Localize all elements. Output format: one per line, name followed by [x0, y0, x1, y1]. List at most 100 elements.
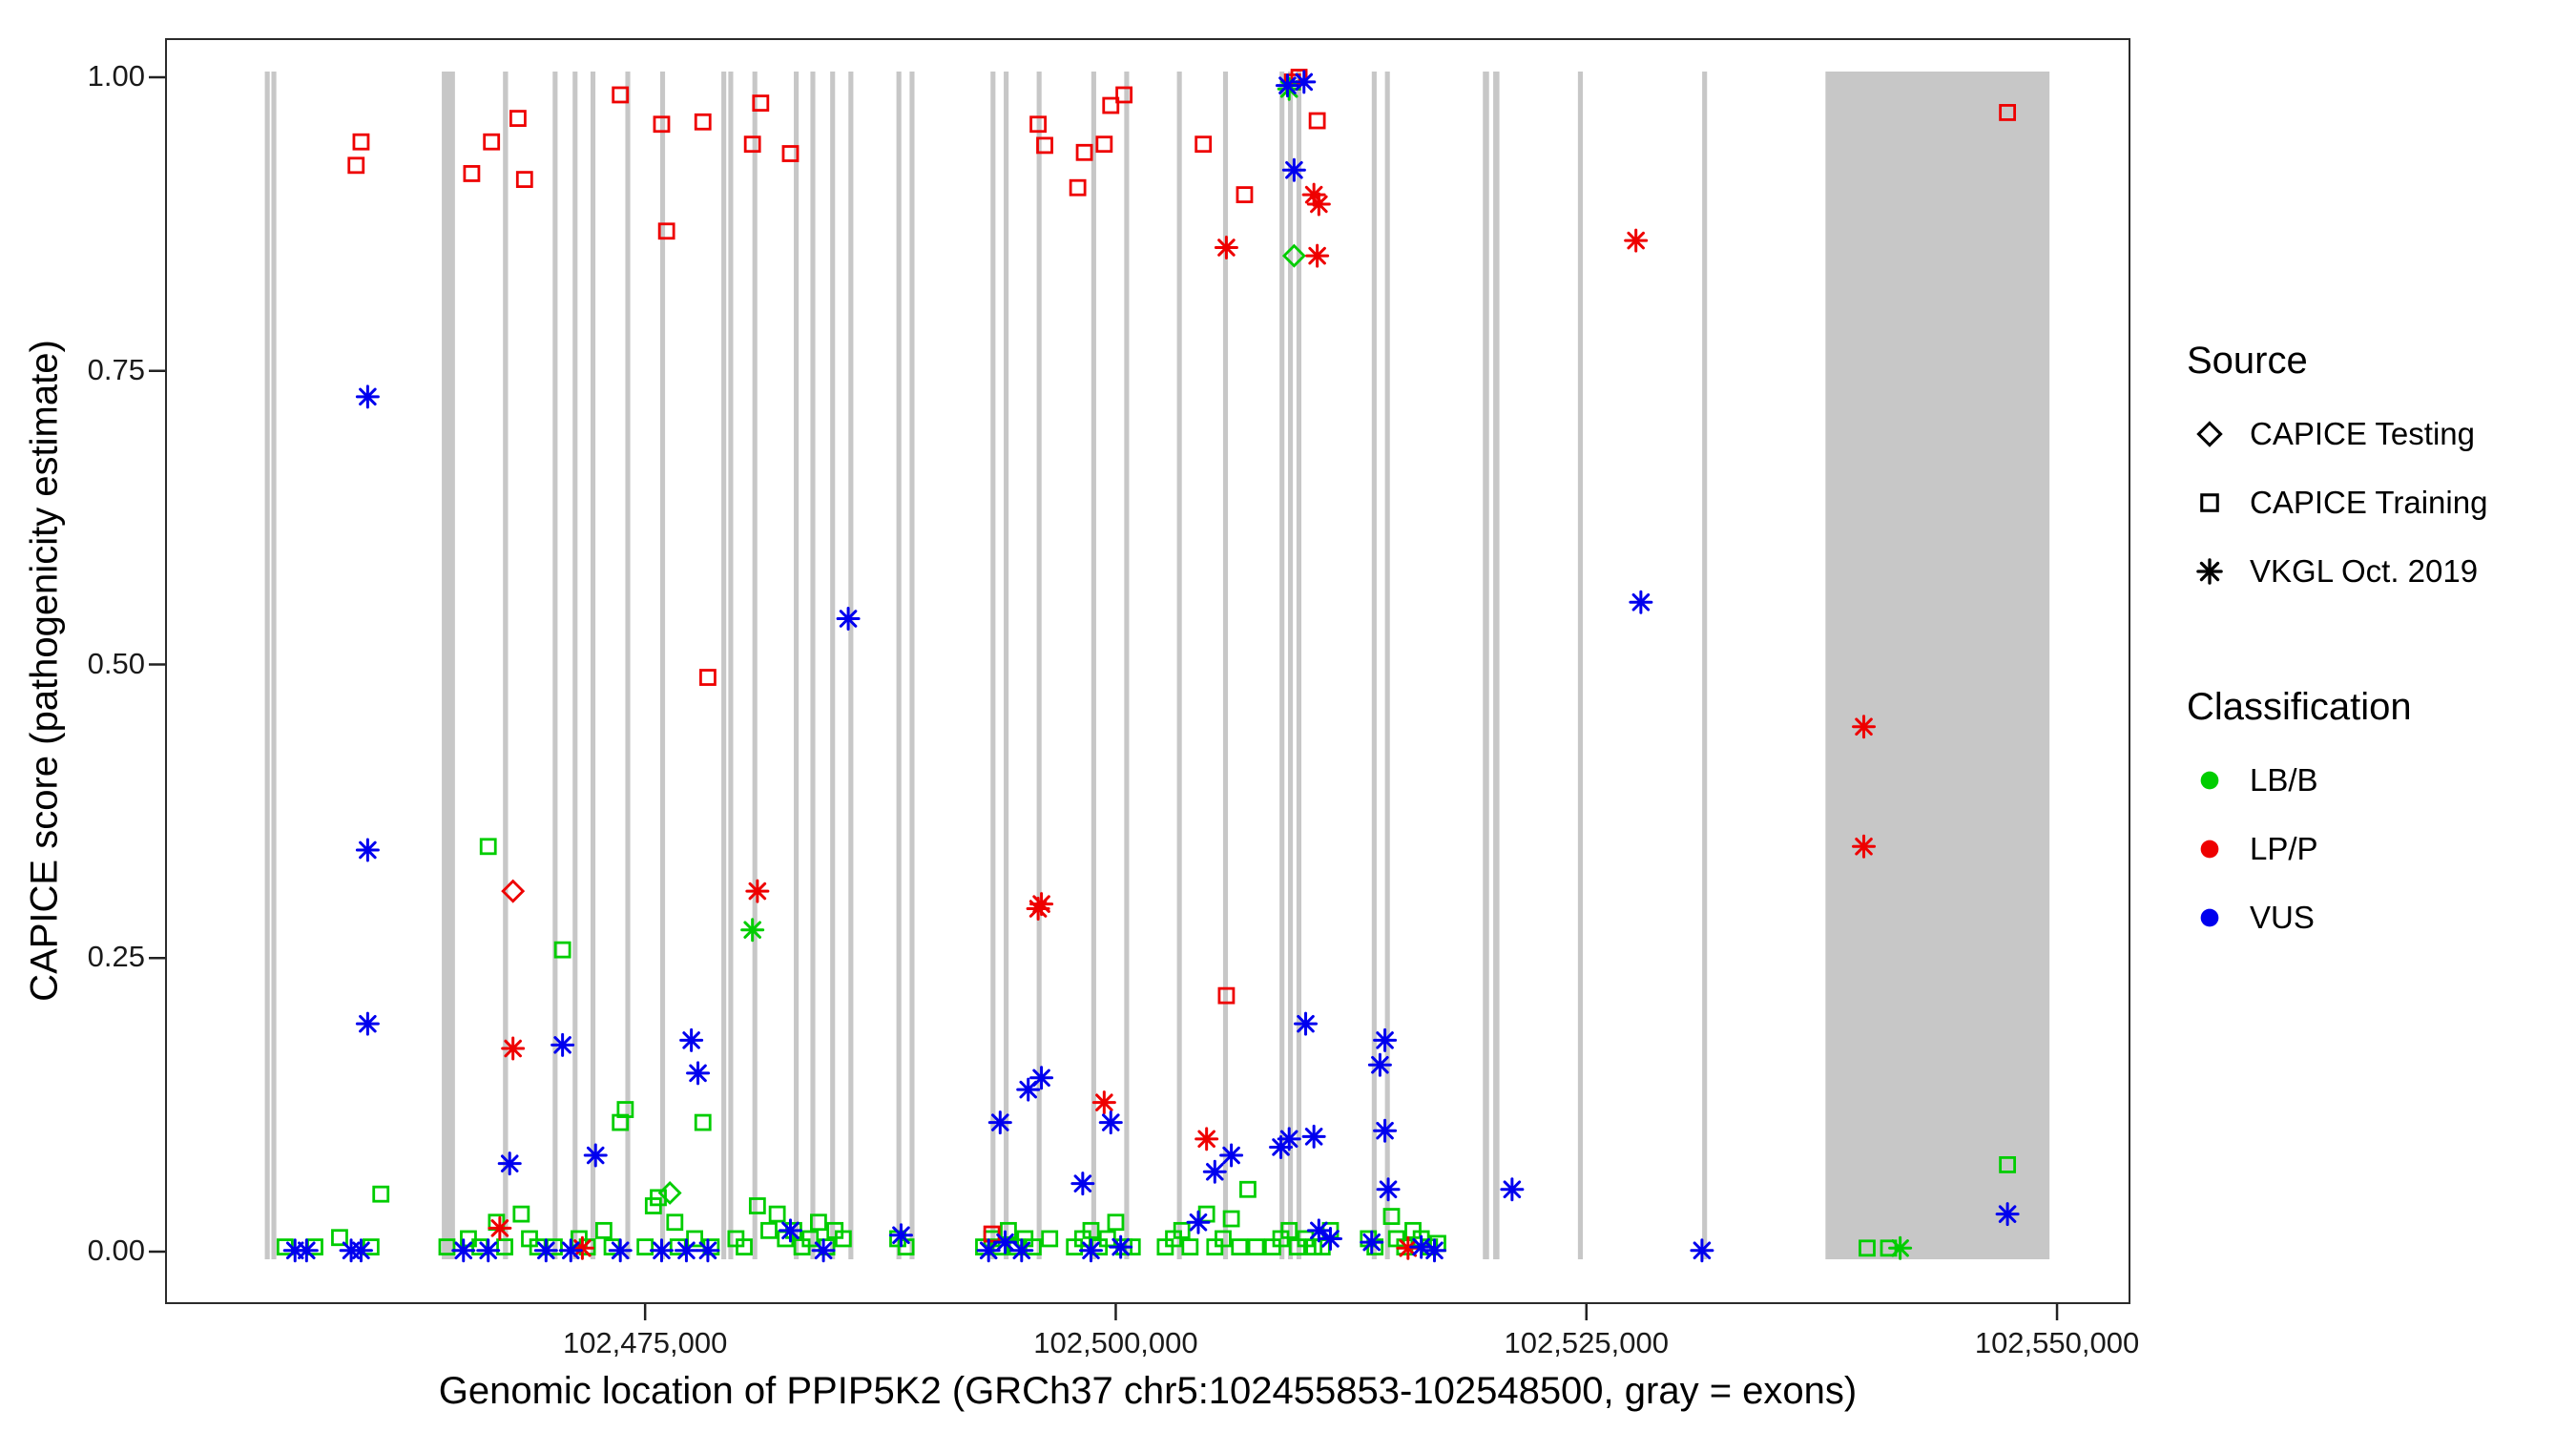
data-point-asterisk-icon [1281, 157, 1306, 182]
data-point-diamond-icon [501, 879, 526, 903]
data-point-asterisk-icon [686, 1061, 711, 1086]
data-point-square-icon [1222, 1210, 1240, 1228]
data-point-square-icon [372, 1185, 390, 1203]
y-tick-label: 0.75 [87, 352, 145, 386]
exon-band [590, 72, 596, 1259]
data-point-square-icon [1999, 104, 2017, 121]
data-point-square-icon [694, 113, 712, 131]
exon-band [1004, 72, 1009, 1259]
data-point-square-icon [636, 1238, 654, 1255]
data-point-square-icon [1036, 136, 1053, 155]
y-tick-label: 0.00 [87, 1234, 145, 1267]
data-point-square-icon [1215, 1230, 1232, 1248]
data-point-square-icon [483, 133, 501, 151]
circle-marker-icon [2200, 908, 2219, 927]
data-point-asterisk-icon [1186, 1210, 1211, 1234]
data-point-square-icon [1247, 1238, 1265, 1255]
legend-classification-block: Classification LB/B LP/P VUS [2187, 686, 2568, 944]
data-point-square-icon [666, 1213, 684, 1232]
data-point-asterisk-icon [1219, 1143, 1244, 1168]
legend-item-label: VUS [2250, 900, 2315, 935]
exon-band [659, 72, 666, 1259]
data-point-asterisk-icon [836, 606, 861, 631]
exon-band [830, 72, 836, 1259]
exon-band [1702, 72, 1708, 1259]
data-point-asterisk-icon [1305, 243, 1330, 268]
data-point-square-icon [438, 1238, 456, 1255]
data-point-square-icon [1859, 1239, 1876, 1257]
asterisk-marker-icon [2196, 558, 2223, 585]
exon-band [1279, 72, 1285, 1259]
legend: Source CAPICE Testing CAPICE Training VKGL… [2187, 340, 2568, 960]
data-point-square-icon [686, 1230, 703, 1248]
data-point-square-icon [331, 1229, 348, 1247]
data-point-square-icon [736, 1238, 753, 1255]
exon-band [1288, 72, 1294, 1259]
circle-marker-icon [2200, 840, 2219, 859]
data-point-asterisk-icon [778, 1218, 802, 1243]
legend-item-label: LB/B [2250, 762, 2318, 798]
exon-band [848, 72, 854, 1259]
legend-color-dot-icon [2200, 771, 2219, 790]
exon-band [1483, 72, 1489, 1259]
data-point-square-icon [983, 1225, 1001, 1243]
data-point-square-icon [653, 115, 671, 134]
data-point-asterisk-icon [501, 1036, 526, 1061]
x-tick-label: 102,550,000 [1974, 1326, 2140, 1359]
exon-band [264, 72, 270, 1259]
data-point-square-icon [810, 1213, 827, 1232]
exon-band [1493, 72, 1500, 1259]
data-point-asterisk-icon [992, 1230, 1017, 1255]
data-point-asterisk-icon [533, 1238, 558, 1263]
data-point-square-icon [2200, 493, 2219, 512]
data-point-square-icon [1029, 115, 1048, 134]
exon-band [1176, 72, 1182, 1259]
exon-band [271, 72, 277, 1259]
data-point-square-icon [768, 1205, 786, 1223]
data-point-square-icon [743, 135, 761, 154]
data-point-square-icon [1280, 1221, 1298, 1239]
data-point-square-icon [1239, 1180, 1257, 1198]
legend-color-dot-icon [2200, 908, 2219, 927]
data-point-asterisk-icon [1098, 1110, 1123, 1135]
data-point-square-icon [834, 1230, 852, 1248]
data-point-asterisk-icon [811, 1238, 836, 1263]
data-point-asterisk-icon [1373, 1118, 1398, 1143]
exon-band [1371, 72, 1377, 1259]
data-point-square-icon [616, 1101, 634, 1118]
exon-band [721, 72, 727, 1259]
data-point-asterisk-icon [1306, 192, 1331, 217]
exon-band [1384, 72, 1390, 1259]
data-point-asterisk-icon [1009, 1238, 1034, 1263]
legend-item-capice-training: CAPICE Training [2187, 476, 2568, 529]
data-point-asterisk-icon [1500, 1177, 1525, 1202]
data-point-asterisk-icon [476, 1238, 501, 1263]
legend-color-dot-icon [2200, 840, 2219, 859]
data-point-asterisk-icon [1318, 1226, 1342, 1251]
data-point-asterisk-icon [1292, 70, 1317, 94]
data-point-asterisk-icon [1202, 1159, 1227, 1184]
data-point-square-icon [1195, 135, 1213, 154]
data-point-asterisk-icon [1376, 1177, 1401, 1202]
data-point-square-icon [479, 838, 497, 856]
exon-band [1091, 72, 1096, 1259]
exon-band [1036, 72, 1042, 1259]
data-point-square-icon [1115, 86, 1133, 104]
data-point-square-icon [1075, 143, 1093, 161]
data-point-asterisk-icon [451, 1238, 476, 1263]
circle-marker-icon [2200, 771, 2219, 790]
data-point-asterisk-icon [696, 1238, 720, 1263]
data-point-asterisk-icon [1423, 1238, 1447, 1263]
data-point-asterisk-icon [1078, 1238, 1103, 1263]
legend-item-lb-b: LB/B [2187, 754, 2568, 807]
data-point-square-icon [1308, 112, 1326, 130]
data-point-asterisk-icon [1214, 235, 1238, 259]
data-point-square-icon [515, 171, 533, 188]
data-point-square-icon [512, 1205, 530, 1223]
data-point-square-icon [612, 86, 630, 104]
data-point-square-icon [1290, 69, 1308, 86]
data-point-asterisk-icon [1367, 1052, 1392, 1077]
data-point-asterisk-icon [1373, 1027, 1398, 1052]
data-point-square-icon [553, 941, 571, 959]
